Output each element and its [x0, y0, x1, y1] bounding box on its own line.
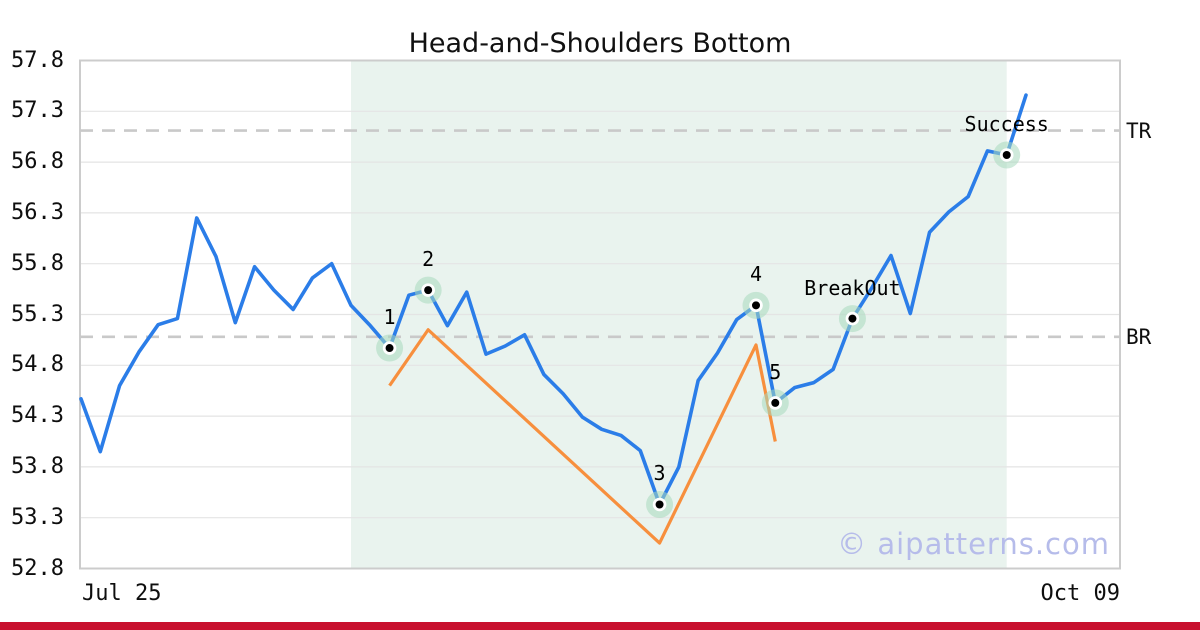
price-line	[79, 93, 1028, 507]
y-tick-label: 53.3	[11, 504, 64, 530]
y-tick-label: 54.8	[11, 352, 64, 378]
marker-dot	[1002, 150, 1011, 159]
annotation-label-success: Success	[964, 111, 1049, 136]
watermark: © aipatterns.com	[837, 527, 1110, 561]
marker-dot	[385, 344, 394, 353]
target-line-label: TR	[1126, 118, 1152, 143]
y-tick-label: 52.8	[11, 555, 64, 581]
annotation-label-breakout: BreakOut	[804, 275, 901, 300]
marker-dot	[752, 301, 760, 310]
annotation-label-5: 5	[769, 359, 782, 384]
x-axis-label-start: Jul 25	[82, 581, 162, 606]
y-tick-label: 53.8	[11, 453, 64, 479]
y-tick-label: 57.8	[11, 47, 64, 73]
marker-dot	[655, 500, 664, 509]
chart-title: Head-and-Shoulders Bottom	[408, 28, 792, 59]
annotation-label-3: 3	[653, 461, 666, 486]
annotation-label-1: 1	[383, 305, 396, 330]
y-tick-label: 55.3	[11, 301, 64, 327]
y-tick-label: 55.8	[11, 250, 64, 276]
annotation-label-2: 2	[422, 247, 435, 272]
y-tick-label: 57.3	[11, 98, 64, 124]
y-tick-label: 56.8	[11, 149, 64, 175]
marker-dot	[424, 286, 433, 295]
annotation-label-4: 4	[749, 262, 763, 287]
footer-accent-bar	[0, 622, 1200, 630]
plot-border	[79, 59, 1121, 570]
pattern-outline-line	[388, 328, 777, 545]
breakout-line-label: BR	[1126, 324, 1152, 349]
marker-dot	[771, 398, 780, 407]
y-tick-label: 56.3	[11, 199, 64, 225]
marker-dot	[848, 314, 857, 323]
x-axis-label-end: Oct 09	[1040, 581, 1120, 606]
y-tick-label: 54.3	[11, 403, 64, 429]
